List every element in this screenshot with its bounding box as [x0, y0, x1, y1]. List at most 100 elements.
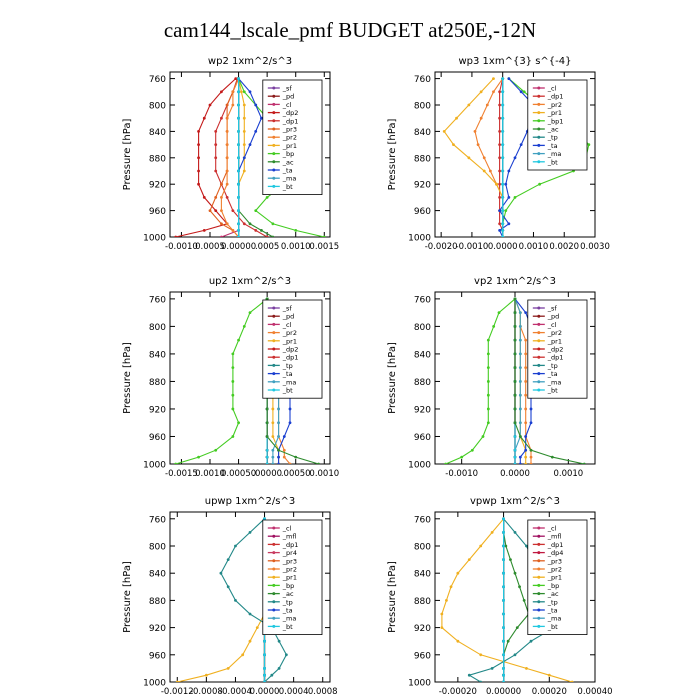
data-point-ac	[265, 421, 269, 425]
legend-marker	[272, 143, 276, 147]
data-point-bp	[486, 338, 490, 342]
data-point-ac	[513, 297, 517, 301]
x-tick-label: 0.00000	[486, 687, 521, 697]
data-point-ma	[518, 325, 522, 328]
data-point-bp	[242, 325, 246, 328]
legend-label: _sf	[282, 85, 293, 93]
series-line-pr2	[220, 78, 240, 237]
legend-marker	[537, 559, 541, 563]
data-point-dp1	[498, 222, 502, 226]
legend-marker	[272, 168, 276, 172]
data-point-pr2	[282, 455, 286, 459]
legend-marker	[537, 534, 541, 538]
data-point-pr1	[524, 455, 528, 459]
data-point-dp2	[197, 130, 200, 133]
data-point-pr2	[492, 90, 495, 94]
data-point-pr3	[220, 222, 223, 226]
x-tick-label: 0.0010	[195, 469, 225, 479]
x-tick-label: 0.0020	[549, 242, 579, 252]
y-tick-label: 960	[414, 651, 431, 661]
data-point-ma	[271, 462, 275, 464]
legend-marker	[537, 86, 541, 90]
data-point-bt	[502, 612, 505, 616]
x-tick-label: -0.0008	[190, 687, 223, 697]
data-point-ta	[282, 435, 286, 438]
data-point-ta	[277, 462, 280, 464]
data-point-bt	[237, 235, 240, 237]
data-point-pr1	[271, 407, 275, 411]
data-point-bp	[322, 235, 326, 237]
data-point-ac	[513, 311, 517, 315]
data-point-pr3	[214, 196, 218, 199]
data-point-bt	[513, 462, 517, 464]
data-point-dp2	[197, 156, 200, 160]
data-point-bt	[237, 169, 240, 173]
data-point-tp	[248, 531, 252, 534]
legend-marker	[537, 339, 541, 343]
series-line-pr2	[514, 298, 532, 464]
data-point-ac	[513, 571, 517, 575]
y-tick-label: 960	[414, 207, 431, 217]
legend-label: _cl	[547, 525, 557, 533]
legend-marker	[272, 331, 276, 335]
legend-marker	[272, 102, 276, 106]
data-point-bp	[231, 366, 235, 370]
data-point-ac	[317, 462, 320, 464]
data-point-ac	[513, 325, 517, 328]
legend-marker	[537, 551, 541, 555]
data-point-dp1	[214, 156, 218, 160]
data-point-pr2	[231, 90, 235, 94]
data-point-bp	[214, 448, 218, 452]
data-point-ta	[277, 455, 280, 459]
data-point-bt	[237, 209, 240, 213]
x-tick-label: -0.0020	[425, 242, 458, 252]
series-group	[440, 517, 574, 682]
data-point-bt	[502, 639, 505, 643]
legend-marker	[272, 160, 276, 164]
data-point-pr1	[524, 462, 528, 464]
data-point-ac	[513, 393, 517, 397]
data-point-ta	[288, 407, 292, 411]
data-point-ma	[518, 311, 522, 315]
legend-label: _ta	[282, 167, 293, 175]
series-line-pr1	[441, 518, 573, 682]
legend-label: _ma	[282, 615, 297, 623]
data-point-bp	[231, 407, 235, 411]
data-point-ta	[507, 222, 511, 226]
data-point-bt	[501, 90, 505, 94]
legend-label: _mfl	[547, 533, 562, 541]
y-tick-label: 800	[149, 102, 166, 112]
panel-title: wp2 1xm^2/s^3	[208, 56, 292, 67]
data-point-ta	[524, 311, 528, 315]
series-line-bp	[445, 298, 516, 464]
data-point-bt	[513, 435, 517, 438]
data-point-bt	[263, 667, 266, 670]
data-point-ac	[513, 338, 517, 342]
legend-marker	[272, 314, 276, 318]
legend-marker	[537, 600, 541, 604]
legend-marker	[272, 372, 276, 376]
legend-label: _tp	[547, 362, 558, 370]
data-point-pr1	[242, 103, 246, 107]
data-point-pr2	[282, 448, 286, 452]
legend-label: _pr1	[282, 574, 297, 582]
data-point-pr1	[442, 130, 446, 133]
data-point-pr1	[271, 435, 275, 438]
data-point-bt	[237, 222, 240, 226]
data-point-dp1	[242, 222, 246, 226]
data-point-dp1	[214, 143, 218, 147]
data-point-bp	[265, 196, 269, 199]
legend-label: _bt	[282, 387, 293, 395]
data-point-pr2	[225, 222, 229, 226]
legend-label: _pr1	[282, 337, 297, 345]
x-tick-label: 0.0008	[308, 687, 338, 697]
legend-marker	[272, 600, 276, 604]
data-point-bt	[502, 673, 505, 677]
data-point-bt	[513, 448, 517, 452]
y-tick-label: 1000	[143, 234, 166, 244]
series-line-pr1	[177, 518, 266, 682]
legend-marker	[537, 583, 541, 587]
data-point-tp	[529, 639, 533, 643]
legend-marker	[272, 624, 276, 628]
data-point-ta	[507, 77, 511, 80]
